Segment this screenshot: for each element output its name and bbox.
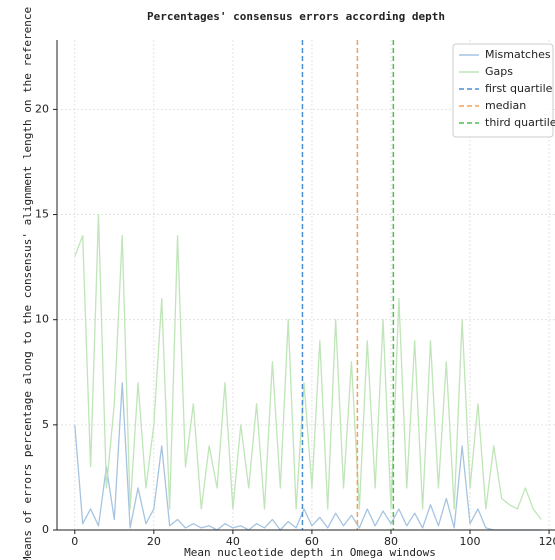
series-line <box>74 382 542 531</box>
x-tick-label: 40 <box>226 535 240 548</box>
legend-box <box>452 43 554 138</box>
legend-label: Gaps <box>485 65 513 78</box>
legend-label: third quartile <box>485 116 555 129</box>
y-tick-label: 15 <box>35 208 49 221</box>
x-tick-label: 20 <box>147 535 161 548</box>
y-tick-label: 10 <box>35 313 49 326</box>
legend-label: first quartile <box>485 82 553 95</box>
y-tick-label: 5 <box>42 418 49 431</box>
legend-label: Mismatches <box>485 48 551 61</box>
chart-title: Percentages' consensus errors according … <box>147 10 445 23</box>
series-line <box>74 213 542 520</box>
y-axis-label: Means of errors percentage along to the … <box>21 7 34 560</box>
x-tick-label: 120 <box>539 535 555 548</box>
legend: Mismatches Gaps first quartile median third … <box>452 43 555 138</box>
x-axis-label: Mean nucleotide depth in Omega windows <box>184 546 436 559</box>
y-tick-label: 0 <box>42 523 49 536</box>
x-tick-label: 60 <box>305 535 319 548</box>
x-tick-label: 80 <box>384 535 398 548</box>
y-tick-label: 20 <box>35 102 49 115</box>
x-tick-label: 0 <box>71 535 78 548</box>
legend-label: median <box>485 99 526 112</box>
x-tick-label: 100 <box>460 535 481 548</box>
